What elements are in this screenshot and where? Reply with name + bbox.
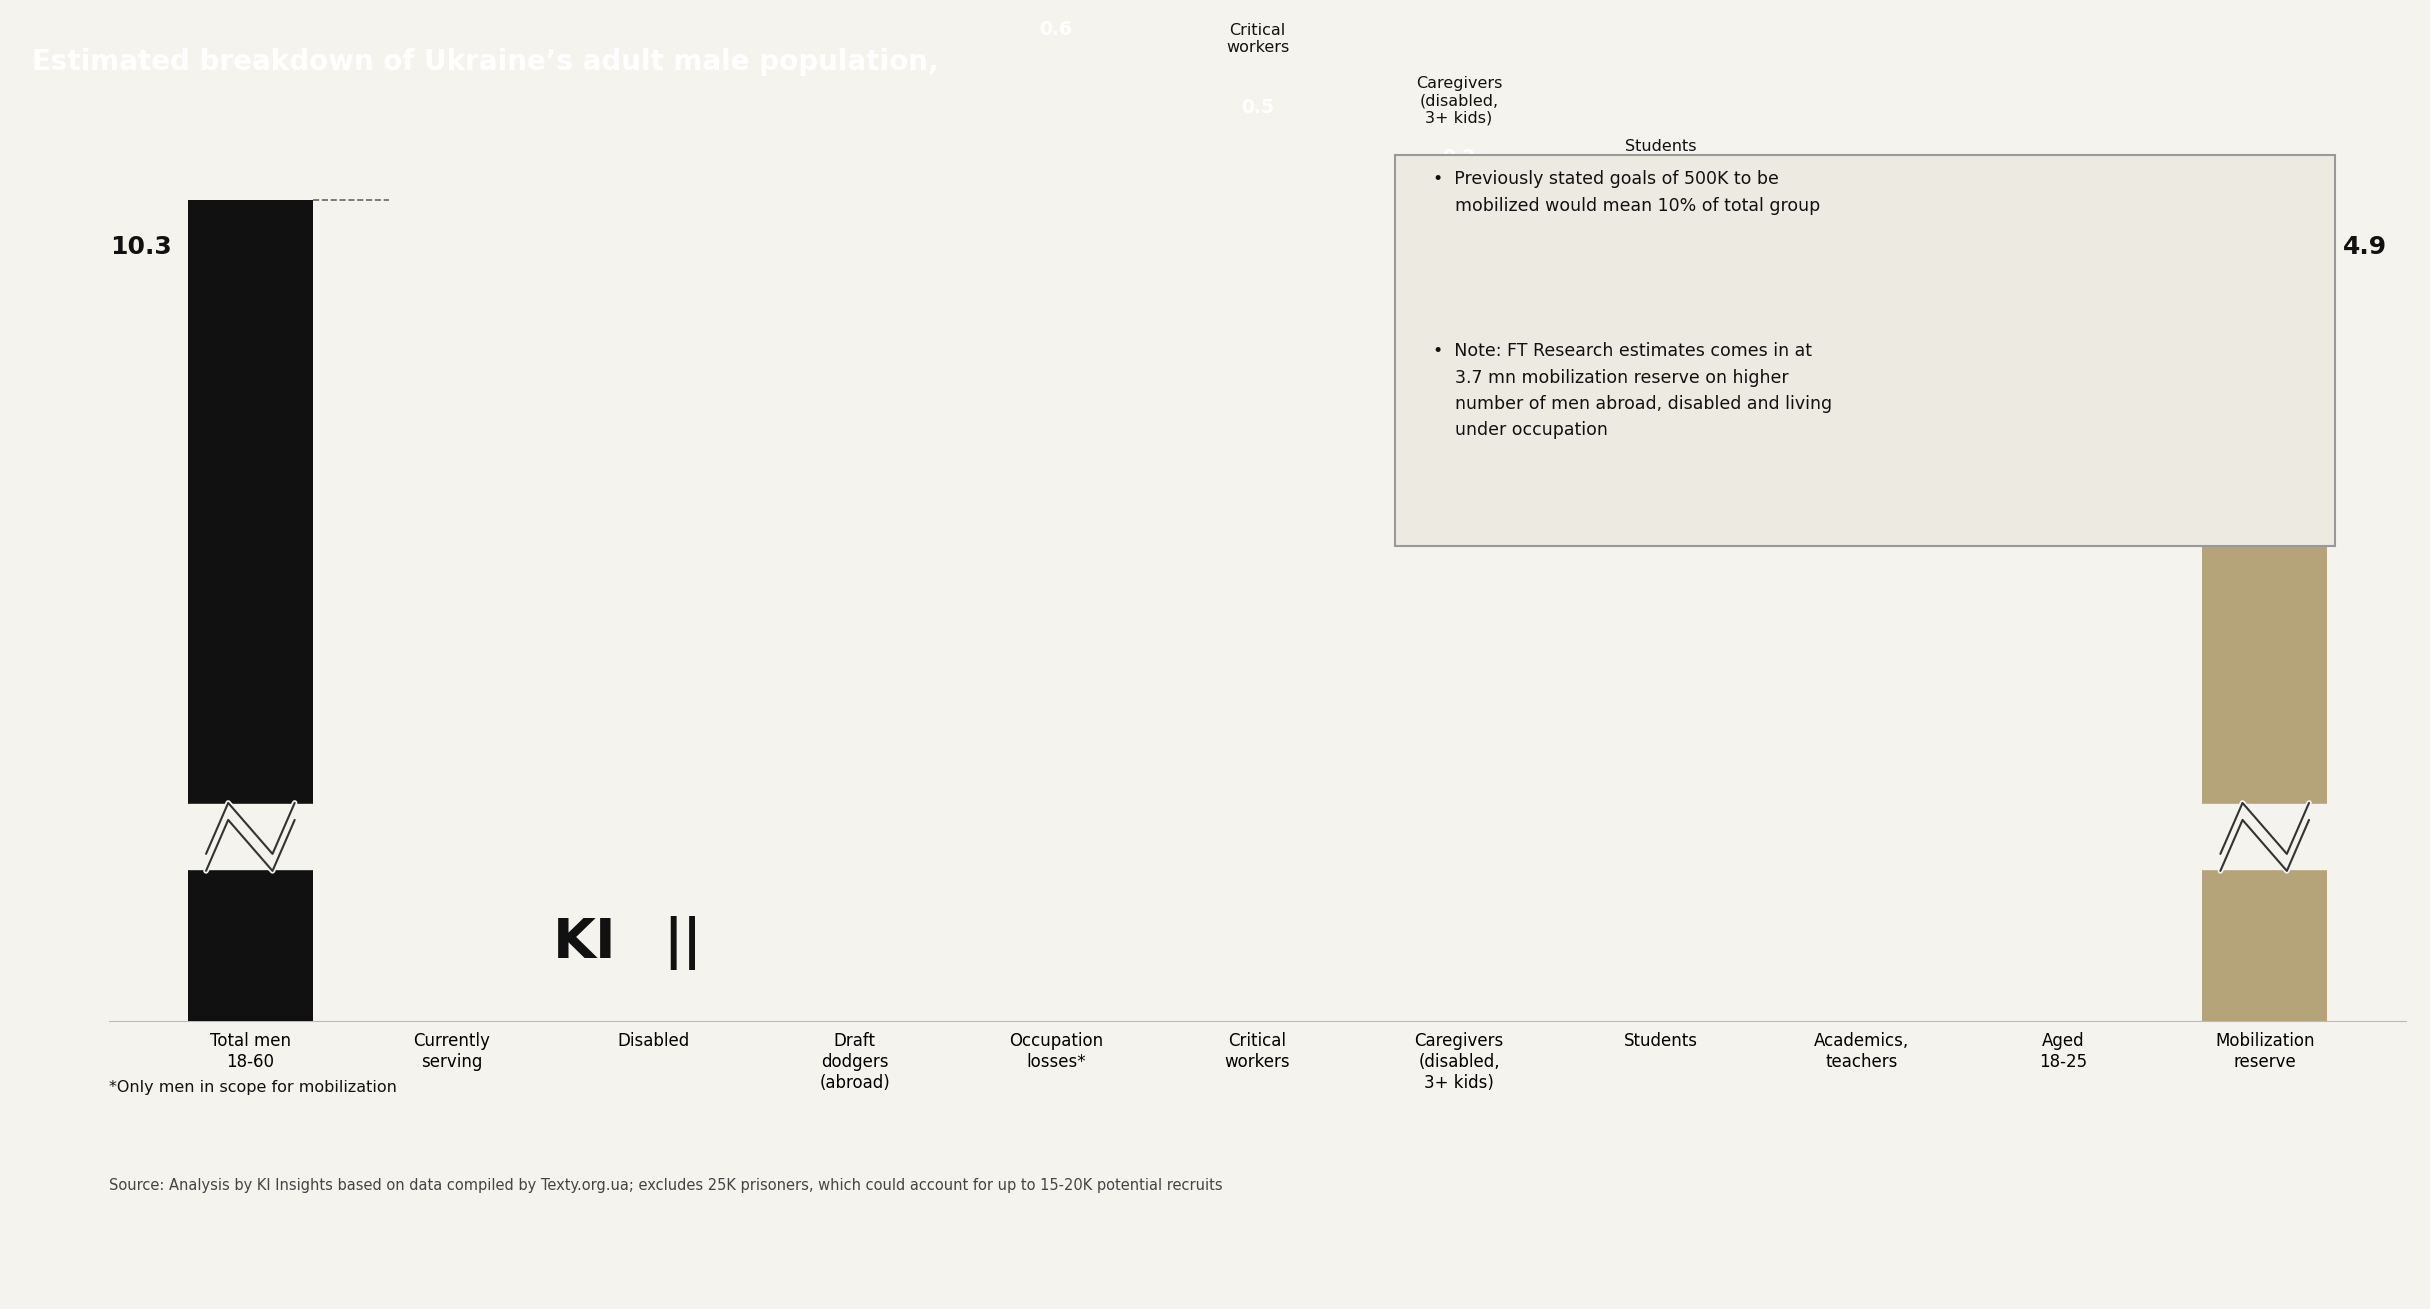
Text: 0.6: 0.6 <box>2046 275 2080 295</box>
Text: •  Previously stated goals of 500K to be
    mobilized would mean 10% of total g: • Previously stated goals of 500K to be … <box>1434 170 1820 215</box>
FancyBboxPatch shape <box>1395 154 2335 546</box>
Text: *Only men in scope for mobilization: *Only men in scope for mobilization <box>109 1080 396 1094</box>
Bar <box>1599 171 1723 228</box>
Bar <box>187 804 313 869</box>
Text: Academics,
teachers: Academics, teachers <box>1815 178 1908 211</box>
Text: Students: Students <box>1626 139 1696 154</box>
Bar <box>187 199 313 1021</box>
Text: 0.6: 0.6 <box>1040 20 1072 39</box>
Text: Critical
workers: Critical workers <box>1225 22 1290 55</box>
Text: •  Note: FT Research estimates comes in at
    3.7 mn mobilization reserve on hi: • Note: FT Research estimates comes in a… <box>1434 342 1832 440</box>
Bar <box>994 0 1118 72</box>
Text: 0.2: 0.2 <box>1443 148 1475 166</box>
Text: 0.1: 0.1 <box>1844 225 1878 245</box>
Bar <box>2202 804 2328 869</box>
Text: KI: KI <box>552 916 617 970</box>
Text: 10.3: 10.3 <box>109 236 173 259</box>
Bar <box>1196 72 1319 143</box>
Text: Aged
18-25: Aged 18-25 <box>2041 192 2087 225</box>
Text: 4.9: 4.9 <box>2343 236 2386 259</box>
Text: 0.5: 0.5 <box>1242 98 1273 117</box>
Bar <box>2202 199 2328 1021</box>
Text: Caregivers
(disabled,
3+ kids): Caregivers (disabled, 3+ kids) <box>1417 76 1502 126</box>
Bar <box>1798 228 1925 242</box>
Text: 0.4: 0.4 <box>1643 190 1677 209</box>
Bar <box>1397 143 1521 171</box>
Text: Source: Analysis by KI Insights based on data compiled by Texty.org.ua; excludes: Source: Analysis by KI Insights based on… <box>109 1178 1222 1192</box>
Text: ||: || <box>663 916 702 970</box>
Text: Estimated breakdown of Ukraine’s adult male population,: Estimated breakdown of Ukraine’s adult m… <box>32 48 938 76</box>
Bar <box>2000 242 2126 327</box>
